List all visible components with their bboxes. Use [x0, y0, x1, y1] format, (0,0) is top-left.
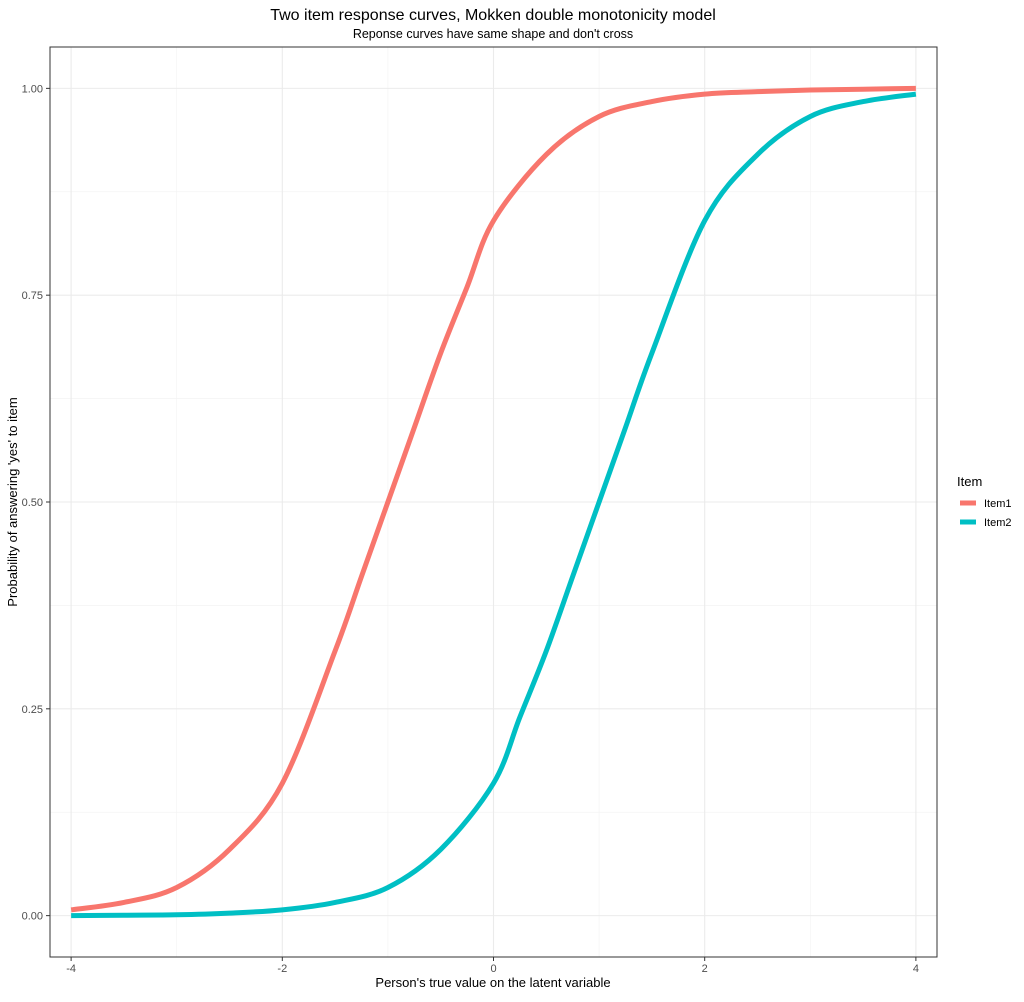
legend-label-item1: Item1 [984, 498, 1012, 510]
y-axis-ticks: 0.00 0.25 0.50 0.75 1.00 [22, 83, 50, 923]
series-line-item1 [70, 85, 916, 913]
x-tick-label: 2 [702, 963, 708, 975]
y-tick-label: 0.75 [22, 290, 43, 302]
chart-title: Two item response curves, Mokken double … [270, 7, 716, 24]
y-tick-label: 0.50 [22, 497, 43, 509]
x-tick-label: 0 [490, 963, 496, 975]
series-line-item2 [71, 91, 917, 919]
x-axis-ticks: -4 -2 0 2 4 [66, 957, 919, 975]
legend-label-item2: Item2 [984, 517, 1012, 529]
y-tick-label: 0.25 [22, 704, 43, 716]
y-axis-title: Probability of answering 'yes' to item [5, 397, 20, 606]
y-tick-label: 1.00 [22, 83, 43, 95]
x-tick-label: 4 [913, 963, 919, 975]
legend: Item Item1 Item2 [957, 474, 1012, 529]
y-tick-label: 0.00 [22, 911, 43, 923]
major-gridlines [50, 47, 937, 957]
x-tick-label: -4 [66, 963, 76, 975]
legend-title: Item [957, 474, 982, 489]
chart-subtitle: Reponse curves have same shape and don't… [353, 27, 633, 41]
series-layer [70, 85, 917, 919]
legend-keys: Item1 Item2 [960, 498, 1012, 529]
x-axis-title: Person's true value on the latent variab… [375, 975, 610, 990]
x-tick-label: -2 [277, 963, 287, 975]
